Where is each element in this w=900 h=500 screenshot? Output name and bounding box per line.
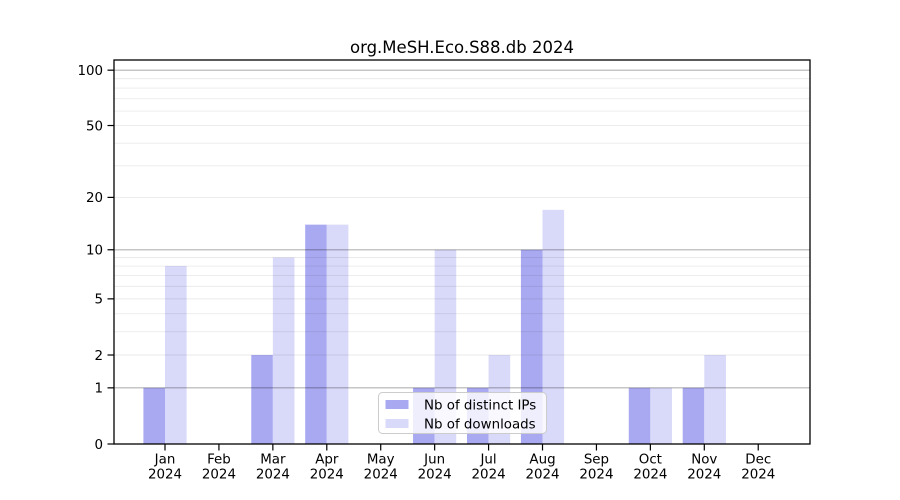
- y-tick-label-10: 10: [86, 244, 103, 259]
- bar-distinct-ips-jan: [143, 387, 165, 444]
- bar-downloads-jan: [165, 266, 187, 444]
- bar-distinct-ips-oct: [628, 387, 651, 444]
- bar-distinct-ips-apr: [305, 224, 327, 444]
- bar-downloads-apr: [326, 224, 349, 444]
- y-tick-label-100: 100: [77, 64, 103, 79]
- legend-swatch-distinct-ips-icon: [385, 400, 409, 409]
- bar-downloads-nov: [704, 355, 726, 444]
- legend-swatch-downloads-icon: [385, 419, 409, 428]
- plot-border: [113, 59, 811, 445]
- x-axis-labels: Jan 2024 Feb 2024 Mar 2024 Apr 2024 May 2024 Jun 20…: [148, 453, 775, 483]
- chart-title: org.MeSH.Eco.S88.db 2024: [350, 38, 574, 57]
- x-tick-label-mar: Mar 2024: [256, 453, 290, 483]
- y-tick-label-0: 0: [94, 438, 103, 453]
- y-tick-label-20: 20: [86, 191, 103, 206]
- y-tick-label-1: 1: [94, 382, 103, 397]
- bar-downloads-aug: [542, 209, 565, 444]
- bar-downloads-mar: [272, 257, 295, 444]
- x-tick-label-aug: Aug 2024: [525, 453, 559, 483]
- gridlines-group: [114, 69, 810, 389]
- x-tick-label-sep: Sep 2024: [579, 453, 613, 483]
- x-tick-label-apr: Apr 2024: [310, 453, 344, 483]
- x-tick-label-may: May 2024: [364, 453, 398, 483]
- bar-distinct-ips-mar: [251, 355, 273, 444]
- y-tick-label-50: 50: [86, 119, 103, 134]
- y-tick-label-5: 5: [94, 293, 103, 308]
- y-tick-label-2: 2: [94, 349, 103, 364]
- bar-downloads-oct: [650, 387, 672, 444]
- legend-box: [378, 392, 547, 434]
- x-tick-label-jul: Jul 2024: [472, 453, 506, 483]
- x-tick-label-feb: Feb 2024: [202, 453, 236, 483]
- legend-label-downloads: Nb of downloads: [424, 418, 536, 433]
- y-axis-labels: 0 1 2 5 10 20 50 100: [77, 64, 103, 453]
- x-tick-label-jun: Jun 2024: [418, 453, 452, 483]
- x-tick-label-nov: Nov 2024: [687, 453, 721, 483]
- x-tick-label-oct: Oct 2024: [633, 453, 667, 483]
- bar-distinct-ips-nov: [682, 387, 705, 444]
- x-tick-label-jan: Jan 2024: [148, 453, 182, 483]
- x-tick-label-dec: Dec 2024: [741, 453, 775, 483]
- legend-label-distinct-ips: Nb of distinct IPs: [424, 399, 536, 414]
- legend: Nb of distinct IPs Nb of downloads: [378, 392, 547, 434]
- tick-marks-group: [107, 69, 759, 451]
